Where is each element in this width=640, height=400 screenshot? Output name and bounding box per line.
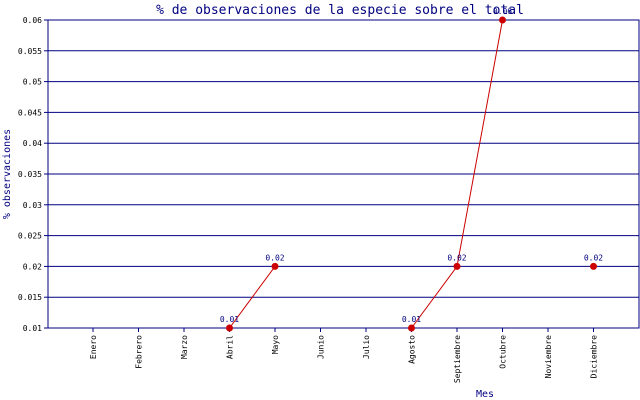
x-tick-label: Mayo bbox=[271, 335, 280, 354]
series-segment bbox=[456, 19, 503, 267]
x-axis-ticks: Enero Febrero Marzo Abril Mayo Junio Julio Agos… bbox=[89, 328, 599, 383]
series-lines bbox=[229, 19, 503, 329]
data-label: 0.02 bbox=[265, 253, 284, 262]
y-tick-label: 0.05 bbox=[23, 78, 42, 87]
data-labels: 0.01 0.02 0.01 0.02 0.06 0.02 bbox=[220, 7, 603, 324]
y-tick-label: 0.055 bbox=[18, 47, 42, 56]
y-tick-label: 0.06 bbox=[23, 16, 42, 25]
y-tick-label: 0.01 bbox=[23, 324, 42, 333]
series-segment bbox=[411, 266, 458, 329]
y-tick-label: 0.015 bbox=[18, 293, 42, 302]
x-tick-label: Septiembre bbox=[453, 335, 462, 383]
x-tick-label: Agosto bbox=[408, 335, 417, 364]
x-tick-label: Marzo bbox=[180, 335, 189, 359]
x-tick-label: Noviembre bbox=[544, 335, 553, 379]
data-point bbox=[408, 324, 415, 332]
x-tick-label: Octubre bbox=[499, 335, 508, 369]
data-label: 0.02 bbox=[584, 253, 603, 262]
x-axis-title: Mes bbox=[476, 389, 494, 400]
y-axis-ticks: 0.01 0.015 0.02 0.025 0.03 0.035 0.04 0.045 0.05… bbox=[18, 16, 48, 333]
data-point bbox=[453, 262, 461, 270]
x-tick-label: Diciembre bbox=[590, 335, 599, 379]
x-tick-label: Enero bbox=[89, 335, 98, 359]
data-points bbox=[226, 16, 597, 332]
data-point bbox=[499, 16, 506, 24]
grid-lines bbox=[48, 19, 639, 329]
x-tick-label: Febrero bbox=[135, 335, 144, 369]
chart-title: % de observaciones de la especie sobre e… bbox=[156, 3, 524, 18]
data-label: 0.06 bbox=[493, 7, 512, 16]
y-tick-label: 0.04 bbox=[23, 139, 42, 148]
y-tick-label: 0.025 bbox=[18, 232, 42, 241]
data-point bbox=[590, 262, 597, 270]
series-segment bbox=[229, 266, 276, 329]
y-tick-label: 0.035 bbox=[18, 170, 42, 179]
y-tick-label: 0.03 bbox=[23, 201, 42, 210]
x-tick-label: Junio bbox=[317, 335, 326, 359]
x-tick-label: Julio bbox=[362, 335, 371, 359]
data-label: 0.01 bbox=[402, 315, 421, 324]
y-tick-label: 0.045 bbox=[18, 108, 42, 117]
data-label: 0.01 bbox=[220, 315, 239, 324]
y-axis-title: % observaciones bbox=[2, 129, 13, 219]
data-point bbox=[271, 262, 279, 270]
data-point bbox=[226, 324, 233, 332]
data-label: 0.02 bbox=[447, 253, 466, 262]
x-tick-label: Abril bbox=[226, 335, 235, 359]
y-tick-label: 0.02 bbox=[23, 262, 42, 271]
